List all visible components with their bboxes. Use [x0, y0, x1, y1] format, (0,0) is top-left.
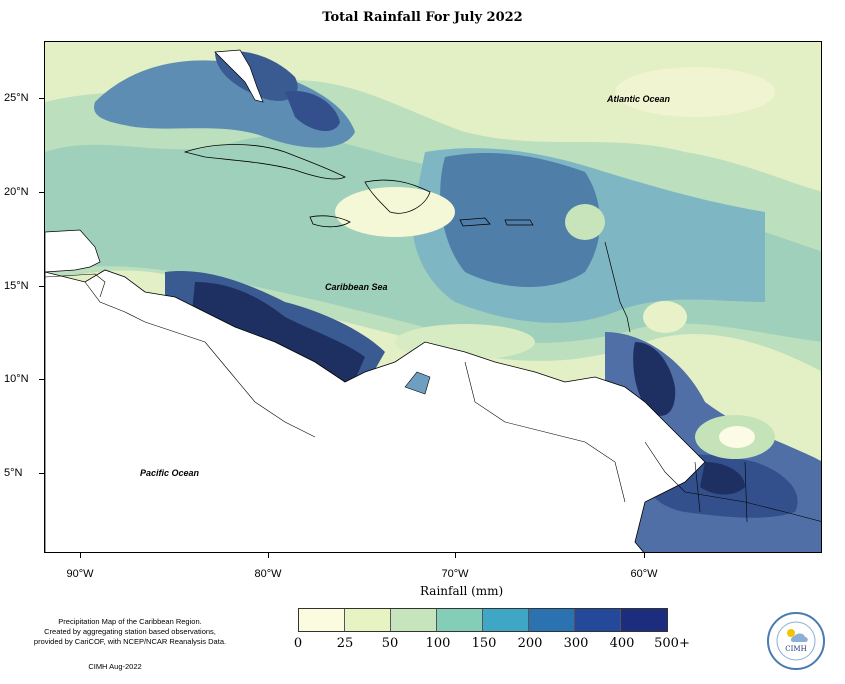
legend-swatch — [391, 609, 437, 631]
logo-text: CIMH — [785, 645, 806, 653]
tick — [455, 553, 456, 558]
tick — [39, 286, 44, 287]
rainfall-contours — [45, 42, 821, 552]
lat-label-15: 15°N — [4, 280, 29, 292]
legend-swatch — [437, 609, 483, 631]
cimh-logo: CIMH — [766, 611, 826, 671]
label-caribbean-sea: Caribbean Sea — [325, 282, 388, 292]
tick — [80, 553, 81, 558]
footnote: Precipitation Map of the Caribbean Regio… — [10, 617, 250, 647]
tick — [268, 553, 269, 558]
tick — [644, 553, 645, 558]
legend-swatch — [529, 609, 575, 631]
lat-label-20: 20°N — [4, 186, 29, 198]
legend-swatch — [621, 609, 667, 631]
legend-label: 0 — [293, 636, 303, 651]
tick — [39, 379, 44, 380]
lon-label-60: 60°W — [630, 568, 658, 580]
legend-label: 500+ — [654, 636, 690, 651]
tick — [39, 98, 44, 99]
map-title: Total Rainfall For July 2022 — [322, 10, 523, 25]
credit: CIMH Aug-2022 — [88, 662, 142, 671]
legend-label: 150 — [471, 636, 497, 651]
legend-label: 100 — [425, 636, 451, 651]
lon-label-70: 70°W — [441, 568, 469, 580]
lat-label-10: 10°N — [4, 373, 29, 385]
lat-label-25: 25°N — [4, 92, 29, 104]
tick — [39, 192, 44, 193]
lat-label-5: 5°N — [4, 467, 23, 479]
lon-label-80: 80°W — [254, 568, 282, 580]
legend-colorbar — [298, 608, 668, 632]
rainfall-map: Atlantic Ocean Caribbean Sea Pacific Oce… — [44, 41, 822, 553]
footnote-line: provided by CariCOF, with NCEP/NCAR Rean… — [33, 637, 227, 646]
legend-label: 25 — [336, 636, 354, 651]
legend-label: 300 — [563, 636, 589, 651]
legend-swatch — [345, 609, 391, 631]
lon-label-90: 90°W — [66, 568, 94, 580]
legend-label: 200 — [517, 636, 543, 651]
legend-label: 50 — [381, 636, 399, 651]
legend-swatch — [299, 609, 345, 631]
legend-label: 400 — [609, 636, 635, 651]
rainfall-axis-label: Rainfall (mm) — [420, 584, 504, 598]
label-pacific-ocean: Pacific Ocean — [140, 468, 200, 478]
footnote-line: Created by aggregating station based obs… — [44, 627, 216, 636]
legend-swatch — [575, 609, 621, 631]
footnote-line: Precipitation Map of the Caribbean Regio… — [58, 617, 202, 626]
label-atlantic-ocean: Atlantic Ocean — [607, 94, 671, 104]
tick — [39, 473, 44, 474]
legend-swatch — [483, 609, 529, 631]
